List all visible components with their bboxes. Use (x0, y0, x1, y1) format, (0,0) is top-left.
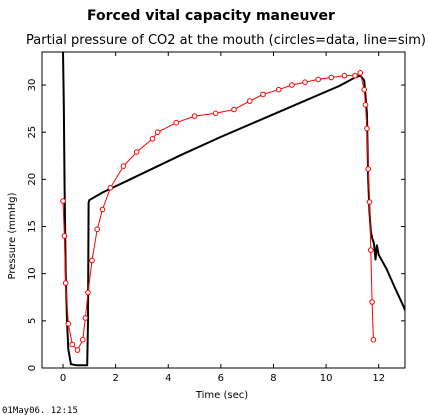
data-point (275, 86, 282, 93)
data-point (362, 102, 369, 108)
chart-subtitle: Partial pressure of CO2 at the mouth (ci… (26, 33, 426, 48)
data-point (80, 336, 86, 343)
data-point (191, 113, 198, 119)
y-tick-label: 25 (27, 126, 38, 139)
timestamp: 01May06. 12:15 (2, 406, 78, 415)
data-point (328, 74, 335, 81)
y-tick-label: 0 (27, 365, 38, 371)
data-point (173, 119, 179, 126)
data-point (120, 163, 127, 169)
data-point (149, 136, 156, 142)
x-tick-label: 12 (372, 373, 385, 384)
series-layer (60, 52, 405, 367)
x-tick-label: 0 (60, 373, 66, 384)
data-point (260, 91, 266, 98)
data-point (69, 341, 76, 348)
x-tick-label: 10 (320, 373, 333, 384)
data-series-line (62, 72, 374, 351)
data-point (82, 315, 89, 321)
data-point (366, 199, 373, 205)
data-point (154, 129, 161, 135)
data-point (89, 257, 95, 264)
chart-title: Forced vital capacity maneuver (87, 8, 335, 24)
data-point (247, 98, 253, 104)
data-point (74, 347, 81, 353)
y-axis-label: Pressure (mmHg) (7, 192, 18, 279)
data-point (368, 247, 374, 253)
y-tick-label: 5 (27, 318, 38, 324)
y-tick-label: 30 (27, 79, 38, 92)
x-axis: 0 2 4 6 8 10 12 (60, 52, 385, 384)
data-point (60, 198, 66, 204)
data-point (61, 233, 68, 239)
data-point (315, 76, 322, 83)
data-point (133, 149, 140, 155)
data-point (341, 72, 348, 79)
data-point (107, 185, 114, 191)
y-tick-label: 15 (27, 220, 38, 233)
sim-series-line (62, 52, 405, 367)
data-point (289, 82, 295, 88)
data-point (369, 299, 375, 305)
plot-frame (41, 51, 406, 369)
data-point (352, 72, 358, 79)
data-point (357, 70, 364, 76)
y-axis: 0 5 10 15 20 25 30 (27, 79, 405, 371)
data-point (370, 336, 377, 343)
data-point (65, 320, 72, 327)
x-tick-label: 4 (165, 373, 171, 384)
x-tick-label: 8 (270, 373, 276, 384)
data-point (99, 206, 106, 213)
x-tick-label: 2 (112, 373, 118, 384)
data-point (364, 125, 370, 132)
data-point (302, 79, 308, 85)
y-tick-label: 20 (27, 173, 38, 186)
data-point (231, 106, 237, 113)
x-axis-label: Time (sec) (195, 390, 248, 401)
data-point (85, 289, 91, 296)
x-tick-label: 6 (218, 373, 224, 384)
data-point (62, 280, 69, 286)
data-point (94, 226, 100, 233)
data-point (212, 110, 219, 117)
y-tick-label: 10 (27, 267, 38, 280)
data-point (361, 86, 368, 93)
data-point (365, 166, 372, 172)
